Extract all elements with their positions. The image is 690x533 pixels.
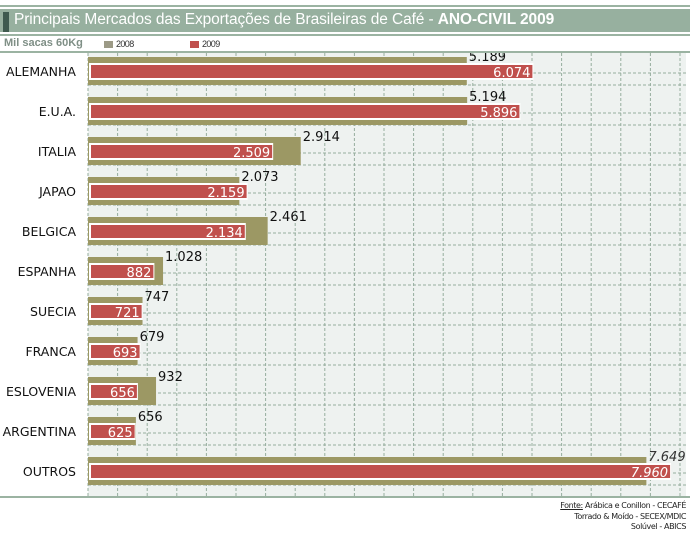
title-bold: ANO-CIVIL 2009 — [437, 11, 555, 28]
category-label: OUTROS — [23, 464, 76, 479]
bar-2009 — [91, 105, 520, 118]
label-2009: 7.960 — [631, 466, 668, 481]
category-label: ESPANHA — [18, 264, 77, 279]
bar-2009 — [91, 145, 273, 158]
category-label: E.U.A. — [39, 104, 76, 119]
category-label: ARGENTINA — [3, 424, 77, 439]
title-bar: Principais Mercados das Exportações de B… — [0, 9, 690, 32]
bar-2009 — [91, 65, 533, 78]
title-accent — [3, 12, 9, 32]
legend-label-2009: 2009 — [202, 39, 220, 49]
bar-2009 — [91, 425, 135, 438]
legend-2009: 2009 — [190, 39, 220, 49]
label-2008: 747 — [145, 290, 170, 305]
bar-2009 — [91, 465, 671, 478]
label-2009: 5.896 — [480, 106, 517, 121]
category-label: ESLOVENIA — [6, 384, 76, 399]
legend-2008: 2008 — [104, 39, 134, 49]
label-2009: 693 — [113, 346, 138, 361]
bar-2009 — [91, 185, 247, 198]
legend-swatch-2009 — [190, 40, 199, 48]
label-2009: 656 — [110, 386, 135, 401]
label-2008: 656 — [138, 410, 163, 425]
category-label: ALEMANHA — [6, 64, 76, 79]
label-2008: 5.194 — [469, 90, 506, 105]
source-line-3: Solúvel - ABICS — [630, 522, 687, 531]
chart-title: Principais Mercados das Exportações de B… — [14, 11, 554, 29]
top-rule — [0, 5, 690, 7]
label-2008: 1.028 — [165, 250, 202, 265]
label-2009: 6.074 — [493, 66, 530, 81]
bar-2009 — [91, 385, 137, 398]
label-2009: 721 — [115, 306, 140, 321]
label-2008: 2.461 — [270, 210, 307, 225]
label-2008: 2.073 — [241, 170, 278, 185]
bottom-rule — [0, 496, 690, 498]
label-2009: 2.159 — [207, 186, 244, 201]
label-2008: 5.189 — [469, 53, 506, 65]
source-label: Fonte: — [560, 501, 583, 510]
category-label: SUECIA — [30, 304, 76, 319]
legend-swatch-2008 — [104, 40, 113, 48]
source-line-1: Fonte: Arábica e Conillon - CECAFÉ — [560, 501, 686, 512]
label-2009: 625 — [108, 426, 133, 441]
bar-2009 — [91, 345, 140, 358]
category-label: FRANCA — [25, 344, 76, 359]
title-regular: Principais Mercados das Exportações de B… — [14, 11, 438, 28]
source-text-1: Arábica e Conillon - CECAFÉ — [582, 501, 686, 510]
category-label: BELGICA — [22, 224, 77, 239]
bar-2009 — [91, 225, 245, 238]
label-2009: 2.134 — [206, 226, 243, 241]
plot-background — [88, 53, 686, 496]
category-label: JAPAO — [38, 184, 76, 199]
source-line-2: Torrado & Moído - SECEX/MDIC — [574, 511, 686, 521]
sub-rule — [0, 34, 690, 36]
bars — [88, 57, 672, 485]
category-label: ITALIA — [38, 144, 77, 159]
legend-label-2008: 2008 — [116, 39, 134, 49]
label-2008: 2.914 — [303, 130, 340, 145]
unit-label: Mil sacas 60Kg — [4, 37, 83, 49]
label-2009: 2.509 — [233, 146, 270, 161]
label-2008: 679 — [140, 330, 165, 345]
source-note: Fonte: Arábica e Conillon - CECAFÉ Torra… — [560, 501, 686, 533]
bar-2009 — [91, 265, 154, 278]
bar-2009 — [91, 305, 142, 318]
label-2008: 932 — [158, 370, 183, 385]
label-2009: 882 — [127, 266, 152, 281]
header-rule — [0, 51, 690, 53]
label-2008: 7.649 — [648, 450, 685, 465]
